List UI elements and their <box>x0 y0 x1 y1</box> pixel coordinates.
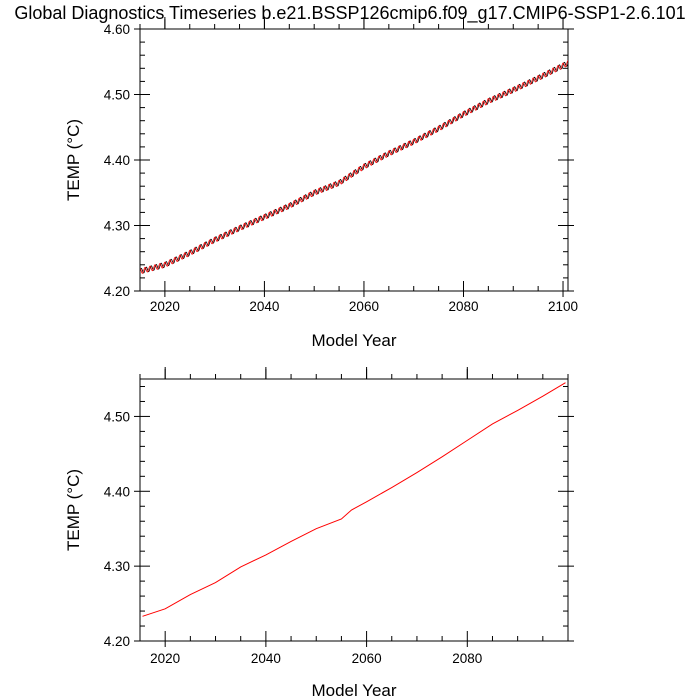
y-tick-label: 4.50 <box>104 409 130 424</box>
x-tick-label: 2060 <box>349 299 379 314</box>
panel-bottom: 2020 2040 2060 2080 4.20 4.30 4.40 4.50 Model Ye… <box>64 367 574 700</box>
y-axis-label: TEMP (°C) <box>64 119 83 201</box>
x-tick-label: 2080 <box>448 299 478 314</box>
y-tick-label: 4.20 <box>104 284 130 299</box>
x-tick-label: 2020 <box>150 651 180 666</box>
y-tick-label: 4.50 <box>104 88 130 103</box>
x-tick-label: 2060 <box>352 651 382 666</box>
x-axis-label: Model Year <box>311 331 396 350</box>
series-line-0 <box>142 382 566 617</box>
y-axis-label: TEMP (°C) <box>64 469 83 551</box>
x-tick-label: 2040 <box>249 299 279 314</box>
figure-title: Global Diagnostics Timeseries b.e21.BSSP… <box>14 3 685 24</box>
x-tick-label: 2100 <box>548 299 578 314</box>
y-tick-label: 4.60 <box>104 22 130 37</box>
y-tick-label: 4.30 <box>104 559 130 574</box>
plot-frame <box>139 28 569 292</box>
panel-top: 2020 2040 2060 2080 2100 4.20 4.30 4.40 4.50 4.60… <box>64 17 578 350</box>
plot-frame <box>139 378 569 642</box>
series-line-0 <box>140 61 568 274</box>
x-tick-label: 2080 <box>452 651 482 666</box>
y-tick-label: 4.40 <box>104 484 130 499</box>
series-line-1 <box>140 60 568 274</box>
y-tick-label: 4.30 <box>104 219 130 234</box>
x-tick-label: 2040 <box>251 651 281 666</box>
y-tick-label: 4.20 <box>104 634 130 649</box>
x-axis-label: Model Year <box>311 681 396 700</box>
y-tick-label: 4.40 <box>104 153 130 168</box>
x-tick-label: 2020 <box>150 299 180 314</box>
